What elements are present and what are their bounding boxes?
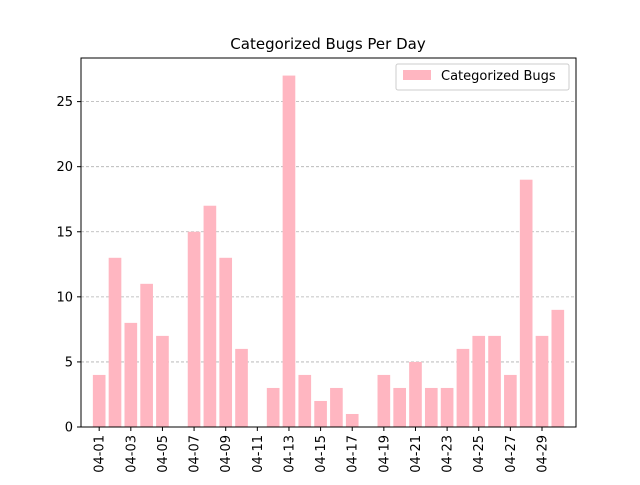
- x-tick-label: 04-03: [124, 435, 139, 473]
- bar: [219, 257, 233, 427]
- x-tick-label: 04-15: [314, 435, 329, 473]
- x-tick-label: 04-13: [282, 435, 297, 473]
- bar: [424, 387, 438, 427]
- bar: [519, 179, 533, 427]
- x-tick-label: 04-07: [188, 435, 203, 473]
- bar: [472, 335, 486, 427]
- y-tick-label: 15: [56, 225, 73, 240]
- bar: [187, 231, 201, 427]
- legend-swatch: [403, 70, 431, 80]
- bar: [440, 387, 454, 427]
- x-tick-label: 04-29: [535, 435, 550, 473]
- bar: [92, 374, 106, 427]
- bar: [203, 205, 217, 427]
- bar: [156, 335, 169, 427]
- legend: Categorized Bugs: [395, 63, 570, 91]
- bar: [535, 335, 549, 427]
- bar: [314, 400, 327, 427]
- x-tick-label: 04-11: [251, 435, 266, 473]
- x-tick-label: 04-27: [504, 435, 519, 473]
- bar: [551, 309, 565, 427]
- bar: [456, 348, 470, 427]
- y-tick-label: 10: [56, 290, 73, 305]
- bars: [92, 75, 565, 428]
- bar: [409, 361, 422, 427]
- x-tick-label: 04-01: [93, 435, 108, 473]
- bar: [140, 283, 153, 427]
- bar: [345, 413, 359, 427]
- y-tick-label: 25: [56, 95, 73, 110]
- grid-lines: [81, 101, 576, 363]
- bar: [235, 348, 248, 427]
- plot-frame: [80, 57, 577, 428]
- axes: 0 5 10 15 20 25 04-01 04-03 04-05 04-07 04-09 04-11…: [56, 57, 577, 473]
- bar: [108, 257, 122, 427]
- bar: [393, 387, 406, 427]
- x-tick-label: 04-23: [441, 435, 456, 473]
- x-tick-label: 04-25: [472, 435, 487, 473]
- bar: [266, 387, 280, 427]
- legend-box: [395, 63, 570, 91]
- y-tick-label: 5: [65, 355, 73, 370]
- legend-label: Categorized Bugs: [441, 69, 556, 84]
- x-tick-label: 04-09: [219, 435, 234, 473]
- bar: [488, 335, 501, 427]
- bar: [124, 322, 138, 427]
- bar: [377, 374, 391, 427]
- x-tick-label: 04-19: [377, 435, 392, 473]
- bar: [298, 374, 312, 427]
- chart-title: Categorized Bugs Per Day: [230, 35, 426, 53]
- bar: [282, 75, 296, 428]
- bar: [504, 374, 517, 427]
- bar: [330, 387, 343, 427]
- x-tick-label: 04-17: [346, 435, 361, 473]
- y-tick-label: 20: [56, 160, 73, 175]
- x-tick-label: 04-21: [409, 435, 424, 473]
- y-tick-label: 0: [65, 421, 73, 436]
- x-tick-label: 04-05: [156, 435, 171, 473]
